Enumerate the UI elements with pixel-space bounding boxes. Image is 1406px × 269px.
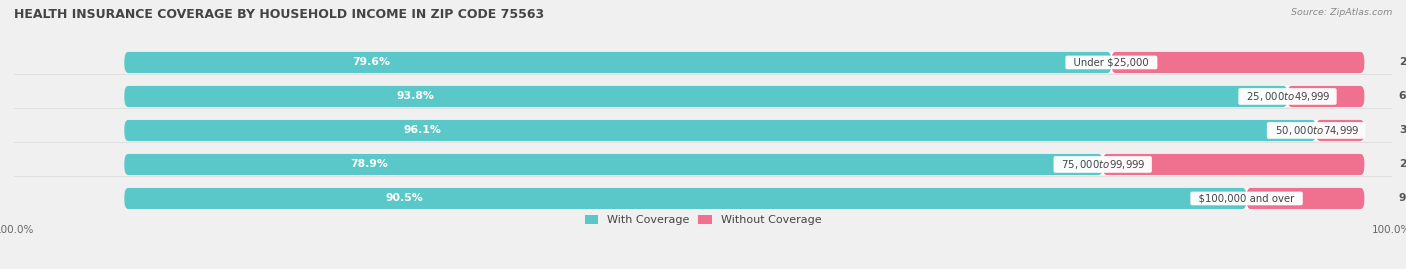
FancyBboxPatch shape bbox=[124, 188, 1247, 209]
FancyBboxPatch shape bbox=[124, 154, 1102, 175]
Text: 79.6%: 79.6% bbox=[352, 58, 389, 68]
FancyBboxPatch shape bbox=[124, 86, 1288, 107]
FancyBboxPatch shape bbox=[1111, 52, 1364, 73]
FancyBboxPatch shape bbox=[124, 52, 1111, 73]
FancyBboxPatch shape bbox=[124, 120, 1316, 141]
Text: Under $25,000: Under $25,000 bbox=[1067, 58, 1156, 68]
Text: $100,000 and over: $100,000 and over bbox=[1192, 193, 1301, 203]
FancyBboxPatch shape bbox=[124, 52, 1364, 73]
FancyBboxPatch shape bbox=[124, 154, 1364, 175]
Text: Source: ZipAtlas.com: Source: ZipAtlas.com bbox=[1291, 8, 1392, 17]
Text: $75,000 to $99,999: $75,000 to $99,999 bbox=[1056, 158, 1150, 171]
FancyBboxPatch shape bbox=[1247, 188, 1364, 209]
FancyBboxPatch shape bbox=[124, 120, 1364, 141]
FancyBboxPatch shape bbox=[1316, 120, 1364, 141]
Text: 90.5%: 90.5% bbox=[387, 193, 423, 203]
FancyBboxPatch shape bbox=[124, 188, 1364, 209]
Text: 21.1%: 21.1% bbox=[1399, 160, 1406, 169]
FancyBboxPatch shape bbox=[1288, 86, 1364, 107]
Text: $25,000 to $49,999: $25,000 to $49,999 bbox=[1240, 90, 1334, 103]
Text: $50,000 to $74,999: $50,000 to $74,999 bbox=[1268, 124, 1364, 137]
Text: 20.4%: 20.4% bbox=[1399, 58, 1406, 68]
Text: 9.5%: 9.5% bbox=[1399, 193, 1406, 203]
FancyBboxPatch shape bbox=[1102, 154, 1364, 175]
Text: 93.8%: 93.8% bbox=[396, 91, 434, 101]
Text: 3.9%: 3.9% bbox=[1399, 125, 1406, 136]
FancyBboxPatch shape bbox=[124, 86, 1364, 107]
Text: 6.2%: 6.2% bbox=[1399, 91, 1406, 101]
Text: HEALTH INSURANCE COVERAGE BY HOUSEHOLD INCOME IN ZIP CODE 75563: HEALTH INSURANCE COVERAGE BY HOUSEHOLD I… bbox=[14, 8, 544, 21]
Legend: With Coverage, Without Coverage: With Coverage, Without Coverage bbox=[581, 210, 825, 229]
Text: 78.9%: 78.9% bbox=[350, 160, 388, 169]
Text: 96.1%: 96.1% bbox=[404, 125, 441, 136]
